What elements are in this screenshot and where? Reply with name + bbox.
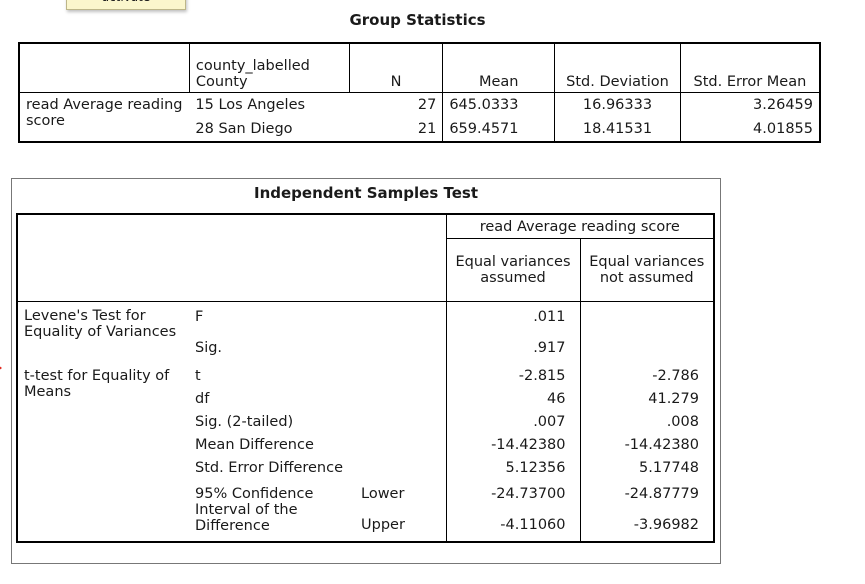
table-row: Levene's Test for Equality of Variances … (17, 301, 714, 340)
table-row: 95% Confidence Interval of the Differenc… (17, 479, 714, 534)
value-equal: -4.11060 (445, 509, 580, 542)
group-statistics-header-row: county_labelled County N Mean Std. Devia… (19, 43, 820, 93)
stat-label-mean-difference: Mean Difference (195, 436, 314, 453)
stat-label-std-error-difference: Std. Error Difference (195, 459, 344, 476)
levene-label: Levene's Test for Equality of Variances (24, 308, 177, 340)
value-unequal: .008 (579, 410, 714, 433)
table-row: read Average reading score 15 Los Angele… (19, 92, 820, 129)
group-statistics-table: county_labelled County N Mean Std. Devia… (18, 42, 821, 143)
n-cell: 21 (417, 121, 437, 137)
stat-label-sig: Sig. (195, 340, 223, 356)
ist-subheader-row: Equal variances assumed Equal variances … (17, 238, 714, 302)
table-row: Mean Difference -14.42380 -14.42380 (17, 433, 714, 456)
stat-label-t: t (195, 367, 201, 384)
group-cell: 28 San Diego (195, 121, 293, 137)
table-row: Upper -4.11060 -3.96982 (17, 509, 714, 542)
confidence-interval-label: 95% Confidence Interval of the Differenc… (195, 486, 314, 534)
independent-samples-table: read Average reading score Equal varianc… (16, 213, 715, 543)
value-equal: .011 (445, 301, 580, 332)
std-dev-cell: 18.41531 (554, 117, 681, 142)
stat-label-df: df (195, 390, 210, 407)
mean-cell: 659.4571 (442, 117, 555, 142)
header-n: N (348, 43, 443, 93)
table-row: df 46 41.279 (17, 387, 714, 410)
table-row: 28 San Diego 21 659.4571 18.41531 4.0185… (19, 117, 820, 142)
std-err-cell: 3.26459 (679, 92, 820, 117)
table-row: Std. Error Difference 5.12356 5.17748 (17, 456, 714, 479)
stat-label-lower: Lower (361, 486, 405, 502)
value-equal: .917 (445, 332, 580, 364)
table-row: Sig. (2-tailed) .007 .008 (17, 410, 714, 433)
n-cell: 27 (417, 97, 437, 113)
table-row: Sig. .917 (17, 332, 714, 364)
value-equal: -14.42380 (445, 433, 580, 456)
row-marker-arrow-icon (0, 362, 2, 374)
group-statistics-title: Group Statistics (349, 11, 486, 29)
row-label-variable: read Average reading score (26, 97, 183, 129)
value-equal: -2.815 (445, 364, 580, 387)
empty-header-cell (19, 43, 190, 93)
value-unequal: 41.279 (579, 387, 714, 410)
mean-cell: 645.0333 (442, 92, 555, 117)
ttest-label: t-test for Equality of Means (24, 368, 170, 400)
stat-label-sig-2-tailed: Sig. (2-tailed) (195, 413, 294, 430)
ist-header-row: read Average reading score (17, 214, 714, 302)
value-unequal: 5.17748 (579, 456, 714, 479)
value-equal: .007 (445, 410, 580, 433)
table-row: t-test for Equality of Means t -2.815 -2… (17, 364, 714, 400)
empty-header-cell (17, 214, 446, 302)
value-equal: 5.12356 (445, 456, 580, 479)
activate-tooltip: activate (66, 0, 186, 10)
variable-header: read Average reading score (445, 214, 714, 239)
value-unequal: -24.87779 (579, 479, 714, 509)
header-std-dev: Std. Deviation (554, 43, 681, 93)
header-std-err: Std. Error Mean (679, 43, 820, 93)
header-group-var: county_labelled County (188, 43, 350, 93)
header-equal-variances: Equal variances assumed (445, 238, 580, 302)
value-unequal: -2.786 (579, 364, 714, 387)
std-err-cell: 4.01855 (679, 117, 820, 142)
std-dev-cell: 16.96333 (554, 92, 681, 117)
independent-samples-title: Independent Samples Test (253, 184, 478, 202)
value-equal: 46 (445, 387, 580, 410)
group-cell: 15 Los Angeles (195, 97, 306, 113)
value-unequal: -3.96982 (579, 509, 714, 542)
header-unequal-variances: Equal variances not assumed (579, 238, 714, 302)
value-unequal: -14.42380 (579, 433, 714, 456)
value-unequal (579, 301, 714, 332)
value-equal: -24.73700 (445, 479, 580, 509)
value-unequal (579, 332, 714, 364)
stat-label-upper: Upper (361, 517, 405, 533)
independent-samples-frame (11, 178, 721, 564)
stat-label-f: F (195, 309, 204, 325)
tooltip-text: activate (102, 0, 151, 4)
header-mean: Mean (442, 43, 555, 93)
